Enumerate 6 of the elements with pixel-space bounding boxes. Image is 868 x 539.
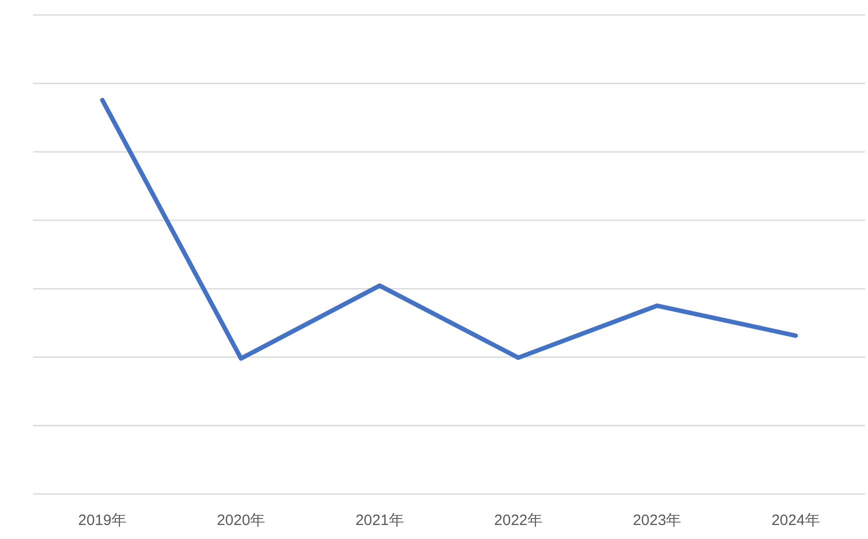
x-tick-label: 2020年 <box>216 512 266 529</box>
x-tick-label: 2022年 <box>494 512 543 529</box>
x-tick-label: 2021年 <box>355 512 404 529</box>
x-tick-label: 2023年 <box>632 512 682 529</box>
x-tick-label: 2024年 <box>771 512 820 529</box>
x-tick-label: 2019年 <box>78 512 127 529</box>
